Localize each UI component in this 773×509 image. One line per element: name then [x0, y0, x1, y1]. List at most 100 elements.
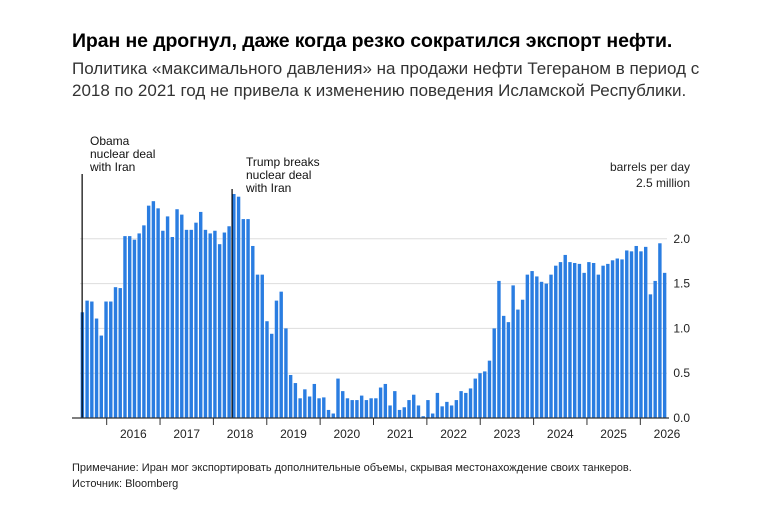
bar: [359, 395, 364, 418]
bar: [464, 392, 468, 418]
bar: [284, 328, 288, 418]
bar: [629, 251, 634, 418]
bar: [137, 233, 141, 418]
bar: [525, 274, 530, 418]
annotation-label: with Iran: [89, 160, 135, 174]
bar: [336, 378, 340, 418]
bar: [227, 226, 231, 418]
bar: [407, 400, 411, 418]
chart-subtitle: Политика «максимального давления» на про…: [72, 59, 700, 100]
bar: [601, 265, 605, 418]
bar: [274, 300, 279, 418]
bar: [123, 236, 127, 418]
bar: [156, 208, 160, 418]
bar: [251, 245, 255, 418]
bar: [393, 391, 397, 418]
bar: [412, 394, 416, 418]
x-tick-label: 2019: [280, 427, 307, 441]
footnote: Примечание: Иран мог экспортировать допо…: [72, 462, 632, 474]
annotation-label: Trump breaks: [246, 155, 320, 169]
y-tick-label: 1.0: [673, 321, 690, 335]
bar: [194, 222, 198, 418]
bar: [426, 400, 430, 418]
bar: [90, 301, 94, 418]
bar: [109, 301, 113, 418]
bar: [577, 263, 582, 418]
annotation-label: Obama: [90, 134, 130, 148]
bar: [383, 383, 388, 418]
bar: [217, 244, 222, 418]
x-tick-label: 2026: [654, 427, 681, 441]
bar: [265, 321, 269, 418]
bar: [151, 201, 156, 418]
bar: [587, 262, 591, 418]
bar: [544, 283, 548, 418]
bar: [236, 196, 241, 418]
chart-title: Иран не дрогнул, даже когда резко сократ…: [72, 30, 673, 52]
bar: [435, 392, 440, 418]
bar: [402, 407, 406, 418]
bar: [520, 299, 525, 418]
bar: [483, 371, 487, 418]
bar: [501, 315, 506, 418]
bar: [208, 233, 212, 418]
x-tick-label: 2021: [387, 427, 414, 441]
x-tick-label: 2016: [120, 427, 147, 441]
bar: [568, 262, 572, 418]
annotation-label: nuclear deal: [90, 147, 155, 161]
bar: [369, 398, 373, 418]
annotation-label: nuclear deal: [246, 168, 311, 182]
bar: [558, 262, 563, 418]
source-line: Источник: Bloomberg: [72, 478, 179, 490]
bar: [189, 229, 193, 418]
bar: [634, 245, 638, 418]
bar: [165, 216, 170, 418]
annotation-label: with Iran: [245, 181, 291, 195]
bar: [591, 262, 596, 418]
bar: [388, 405, 392, 418]
bar: [326, 409, 331, 418]
bar: [180, 214, 184, 418]
bar: [563, 254, 567, 418]
bar: [232, 194, 236, 418]
bar: [364, 400, 369, 418]
bar: [492, 328, 496, 418]
bar: [317, 398, 321, 418]
y-axis: 0.0 0.5 1.0 1.5 2.0 barrels per day 2.5 millio…: [610, 160, 690, 425]
bar: [421, 416, 425, 418]
bar: [288, 374, 293, 418]
y-axis-unit: barrels per day: [610, 160, 690, 174]
bar: [113, 287, 118, 418]
x-axis: 2016 2017 2018 2019 2020 2021 2022 2023 2024 2025…: [72, 417, 681, 441]
bar: [478, 373, 482, 418]
bar: [350, 400, 354, 418]
bar: [535, 276, 539, 418]
bar: [293, 383, 298, 418]
bar: [213, 230, 217, 418]
bar: [440, 406, 444, 418]
y-tick-label: 0.0: [673, 411, 690, 425]
bar: [378, 387, 383, 418]
bar: [662, 272, 667, 418]
bar: [170, 237, 175, 418]
bar: [606, 263, 610, 418]
bar: [331, 413, 335, 418]
bar: [99, 335, 104, 418]
bar: [487, 360, 492, 418]
x-tick-label: 2017: [173, 427, 200, 441]
bar: [94, 318, 99, 418]
bar: [118, 288, 122, 418]
bar: [445, 401, 449, 418]
bar: [241, 219, 246, 418]
bar: [222, 232, 227, 418]
bar: [454, 400, 459, 418]
y-tick-label: 2.0: [673, 232, 690, 246]
bar: [255, 274, 260, 418]
bar: [473, 378, 477, 418]
bar: [625, 250, 629, 418]
bar-series: [80, 194, 667, 418]
x-tick-label: 2020: [333, 427, 360, 441]
bar: [307, 396, 312, 418]
